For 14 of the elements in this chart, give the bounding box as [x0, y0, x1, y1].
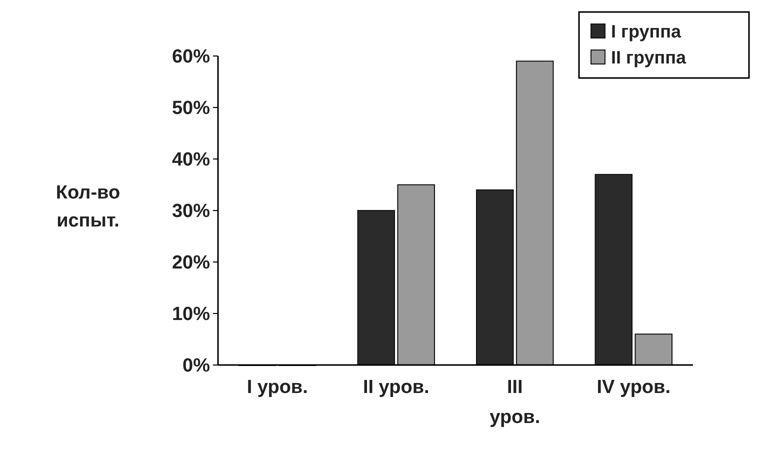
- legend-label: I группа: [611, 21, 682, 42]
- y-tick-label: 40%: [172, 150, 210, 171]
- y-tick-label: 50%: [172, 98, 210, 120]
- y-axis-title: Кол-во испыт.: [56, 182, 120, 232]
- y-tick-label: 0%: [182, 356, 210, 377]
- y-tick-label: 30%: [172, 201, 210, 222]
- x-tick-label: III уров.: [490, 377, 540, 428]
- y-tick-label: 60%: [172, 46, 210, 68]
- x-tick-label: II уров.: [362, 377, 430, 398]
- x-tick-label: I уров.: [246, 377, 308, 398]
- y-tick-label: 10%: [172, 304, 210, 326]
- legend-label: II группа: [611, 47, 688, 68]
- y-tick-label: 20%: [172, 252, 210, 274]
- x-tick-label: IV уров.: [596, 377, 670, 398]
